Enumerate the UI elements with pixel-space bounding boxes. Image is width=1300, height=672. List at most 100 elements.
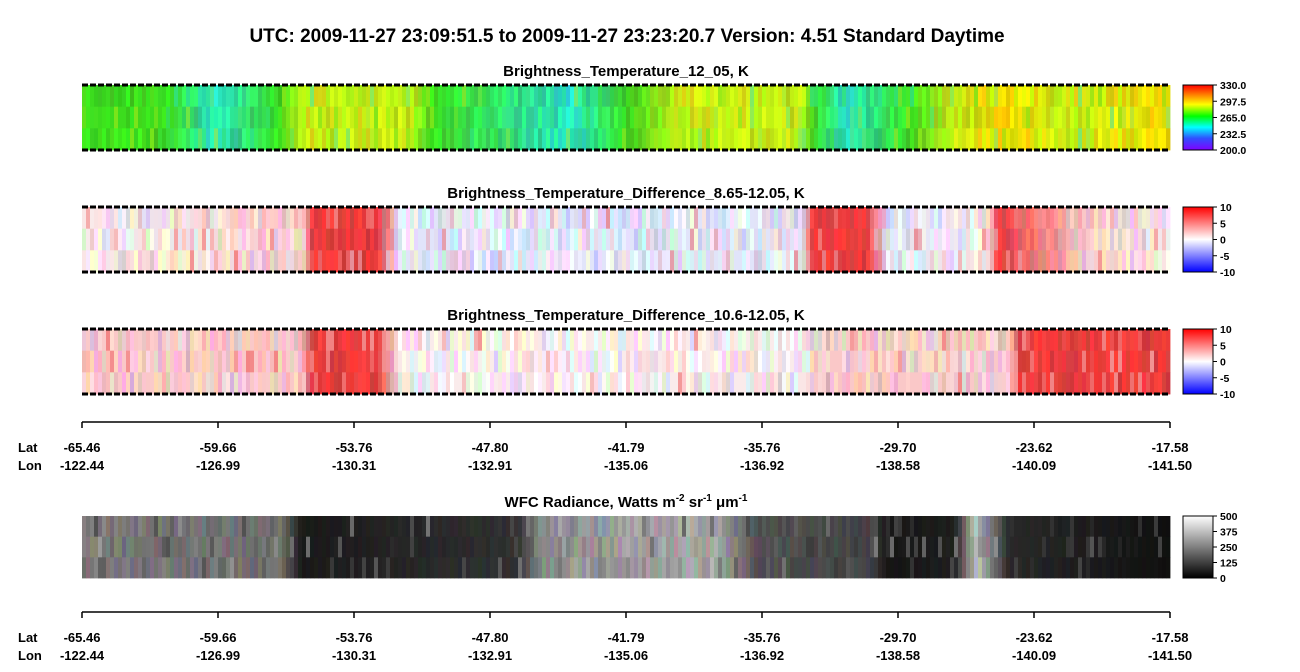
swath-pixel <box>974 250 979 273</box>
swath-pixel <box>338 557 343 579</box>
swath-pixel <box>1118 329 1123 352</box>
swath-pixel <box>742 85 747 108</box>
swath-pixel <box>254 329 259 352</box>
swath-pixel <box>886 228 891 251</box>
swath-pixel <box>190 128 195 151</box>
swath-pixel <box>194 85 199 108</box>
swath-pixel <box>454 350 459 373</box>
swath-pixel <box>246 128 251 151</box>
swath-pixel <box>1070 350 1075 373</box>
swath-pixel <box>1034 372 1039 395</box>
swath-pixel <box>358 329 363 352</box>
swath-pixel <box>470 350 475 373</box>
swath-pixel <box>786 250 791 273</box>
swath-pixel <box>694 557 699 579</box>
swath-pixel <box>334 557 339 579</box>
swath-pixel <box>954 557 959 579</box>
swath-pixel <box>686 350 691 373</box>
swath-pixel <box>982 557 987 579</box>
swath-pixel <box>330 329 335 352</box>
swath-pixel <box>438 207 443 230</box>
swath-pixel <box>502 228 507 251</box>
swath-pixel <box>878 350 883 373</box>
swath-pixel <box>858 85 863 108</box>
swath-pixel <box>142 350 147 373</box>
swath-pixel <box>718 250 723 273</box>
swath-pixel <box>670 536 675 558</box>
swath-pixel <box>1082 350 1087 373</box>
swath-pixel <box>602 350 607 373</box>
swath-pixel <box>1018 85 1023 108</box>
swath-pixel <box>406 372 411 395</box>
lon-tick-label: -136.92 <box>740 458 784 473</box>
swath-pixel <box>870 85 875 108</box>
swath-pixel <box>1038 557 1043 579</box>
swath-pixel <box>762 228 767 251</box>
swath-pixel <box>794 329 799 352</box>
swath-pixel <box>1022 228 1027 251</box>
swath-pixel <box>254 128 259 151</box>
swath-pixel <box>474 350 479 373</box>
swath-pixel <box>738 516 743 538</box>
swath-pixel <box>362 85 367 108</box>
swath-pixel <box>830 106 835 129</box>
swath-pixel <box>198 329 203 352</box>
swath-pixel <box>114 207 119 230</box>
lon-tick-label: -135.06 <box>604 458 648 473</box>
swath-pixel <box>238 557 243 579</box>
swath-pixel <box>890 85 895 108</box>
panel-title: WFC Radiance, Watts m-2 sr-1 μm-1 <box>505 493 748 511</box>
swath-pixel <box>738 536 743 558</box>
swath-pixel <box>598 516 603 538</box>
swath-pixel <box>778 250 783 273</box>
swath-pixel <box>150 85 155 108</box>
swath-pixel <box>974 372 979 395</box>
swath-pixel <box>570 228 575 251</box>
swath-pixel <box>918 85 923 108</box>
swath-pixel <box>870 228 875 251</box>
swath-pixel <box>350 329 355 352</box>
swath-pixel <box>1094 85 1099 108</box>
swath-pixel <box>542 516 547 538</box>
swath-pixel <box>558 516 563 538</box>
swath-pixel <box>162 85 167 108</box>
swath-pixel <box>854 350 859 373</box>
swath-pixel <box>210 557 215 579</box>
swath-pixel <box>330 557 335 579</box>
swath-pixel <box>914 85 919 108</box>
swath-pixel <box>474 250 479 273</box>
swath-pixel <box>706 106 711 129</box>
lon-tick-label: -141.50 <box>1148 458 1192 473</box>
swath-pixel <box>206 372 211 395</box>
swath-pixel <box>874 536 879 558</box>
swath-pixel <box>1018 557 1023 579</box>
swath-pixel <box>1054 516 1059 538</box>
swath-pixel <box>138 128 143 151</box>
swath-pixel <box>154 106 159 129</box>
swath-pixel <box>434 228 439 251</box>
swath-pixel <box>1158 207 1163 230</box>
swath-pixel <box>806 350 811 373</box>
swath-pixel <box>170 372 175 395</box>
swath-pixel <box>966 516 971 538</box>
swath-pixel <box>990 106 995 129</box>
swath-pixel <box>1050 516 1055 538</box>
swath-pixel <box>658 536 663 558</box>
swath-pixel <box>462 329 467 352</box>
swath-pixel <box>102 207 107 230</box>
swath-pixel <box>102 536 107 558</box>
swath-pixel <box>326 207 331 230</box>
swath-pixel <box>634 329 639 352</box>
swath-pixel <box>538 207 543 230</box>
swath-pixel <box>750 85 755 108</box>
swath-pixel <box>458 350 463 373</box>
swath-pixel <box>226 106 231 129</box>
swath-pixel <box>1146 250 1151 273</box>
swath-pixel <box>838 372 843 395</box>
swath-pixel <box>474 536 479 558</box>
swath-pixel <box>546 536 551 558</box>
swath-pixel <box>330 207 335 230</box>
swath-pixel <box>1086 85 1091 108</box>
swath-pixel <box>1098 329 1103 352</box>
swath-pixel <box>218 128 223 151</box>
